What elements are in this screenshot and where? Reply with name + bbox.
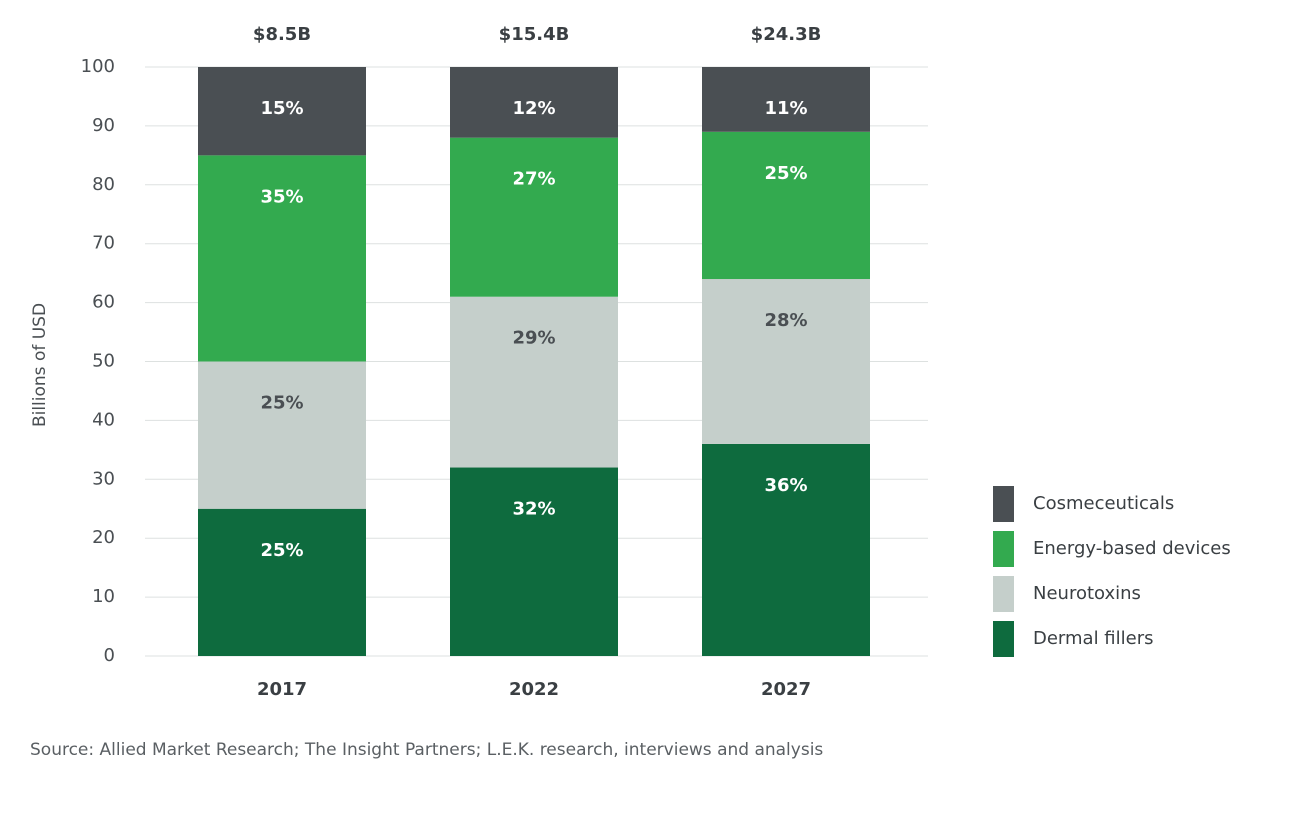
- y-tick-label: 100: [81, 56, 115, 77]
- bar-segment: [450, 67, 618, 138]
- y-tick-label: 70: [92, 233, 115, 254]
- data-label: 35%: [260, 186, 303, 207]
- bar-segment: [702, 67, 870, 132]
- data-label: 25%: [260, 393, 303, 414]
- x-tick-label: 2017: [257, 679, 307, 700]
- data-label: 27%: [512, 169, 555, 190]
- source: Source: Allied Market Research; The Insi…: [30, 740, 823, 760]
- bar-segment: [450, 137, 618, 297]
- bar-segment: [702, 279, 870, 444]
- data-label: 25%: [260, 540, 303, 561]
- bar-segment: [198, 155, 366, 362]
- data-label: 25%: [764, 163, 807, 184]
- legend-label: Neurotoxins: [1033, 583, 1141, 604]
- y-axis-label: Billions of USD: [30, 303, 50, 427]
- legend-swatch: [993, 621, 1014, 657]
- legend-label: Energy-based devices: [1033, 538, 1231, 559]
- total-label: $15.4B: [499, 24, 570, 45]
- legend-swatch: [993, 486, 1014, 522]
- x-tick-label: 2022: [509, 679, 559, 700]
- x-tick-label: 2027: [761, 679, 811, 700]
- y-tick-label: 40: [92, 409, 115, 430]
- y-tick-label: 0: [104, 645, 115, 666]
- data-label: 11%: [764, 98, 807, 119]
- data-label: 28%: [764, 310, 807, 331]
- legend-label: Cosmeceuticals: [1033, 493, 1174, 514]
- total-label: $24.3B: [751, 24, 822, 45]
- data-label: 15%: [260, 98, 303, 119]
- data-label: 32%: [512, 499, 555, 520]
- data-label: 36%: [764, 475, 807, 496]
- data-label: 12%: [512, 98, 555, 119]
- legend-label: Dermal fillers: [1033, 628, 1154, 649]
- bar-segment: [198, 508, 366, 656]
- bar-segment: [450, 296, 618, 468]
- y-tick-label: 20: [92, 527, 115, 548]
- bar-segment: [702, 131, 870, 280]
- bar-segment: [450, 467, 618, 656]
- legend-swatch: [993, 531, 1014, 567]
- y-tick-label: 90: [92, 115, 115, 136]
- total-label: $8.5B: [253, 24, 311, 45]
- bar-segment: [198, 67, 366, 156]
- y-tick-label: 60: [92, 292, 115, 313]
- legend-swatch: [993, 576, 1014, 612]
- y-tick-label: 10: [92, 586, 115, 607]
- bar-segment: [198, 361, 366, 509]
- y-tick-label: 80: [92, 174, 115, 195]
- data-label: 29%: [512, 328, 555, 349]
- y-tick-label: 30: [92, 468, 115, 489]
- y-tick-label: 50: [92, 351, 115, 372]
- bar-segment: [702, 443, 870, 656]
